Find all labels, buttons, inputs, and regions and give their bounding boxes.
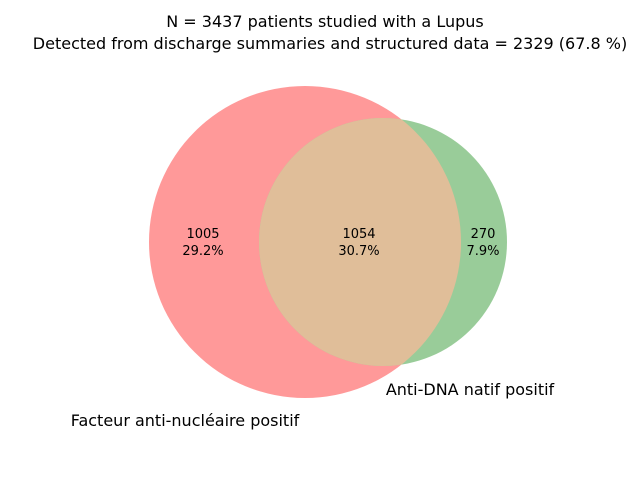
region-a-only-count: 1005 (186, 227, 219, 242)
region-b-only-percent: 7.9% (466, 244, 499, 259)
set-a-label: Facteur anti-nucléaire positif (71, 411, 300, 430)
region-intersection-percent: 30.7% (338, 244, 379, 259)
chart-title-line-1: N = 3437 patients studied with a Lupus (166, 12, 483, 31)
region-b-only-count: 270 (471, 227, 496, 242)
set-b-label: Anti-DNA natif positif (386, 380, 555, 399)
region-a-only-percent: 29.2% (182, 244, 223, 259)
region-intersection-count: 1054 (342, 227, 375, 242)
intersection-region (259, 118, 461, 366)
chart-title-line-2: Detected from discharge summaries and st… (33, 34, 627, 53)
